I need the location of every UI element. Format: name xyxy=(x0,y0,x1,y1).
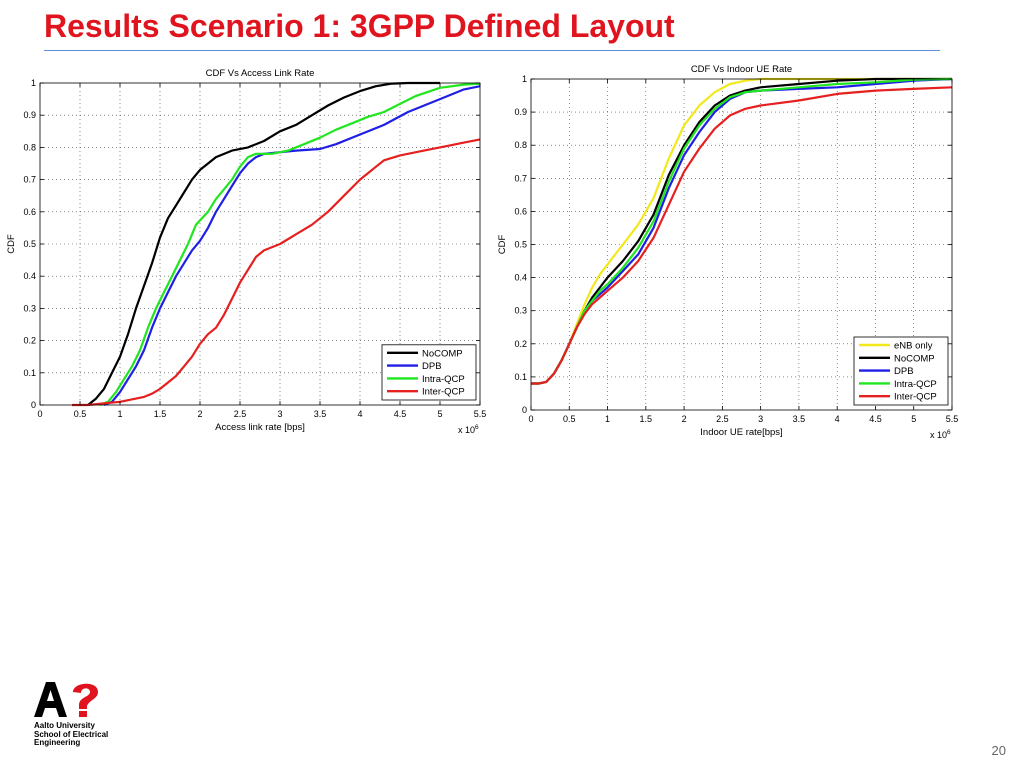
x-tick-label: 0.5 xyxy=(563,414,576,424)
legend-label: NoCOMP xyxy=(422,348,463,359)
logo-line: Aalto University xyxy=(34,721,95,730)
legend-label: Intra-QCP xyxy=(894,379,937,390)
aalto-logo-text: Aalto University School of Electrical En… xyxy=(34,721,144,748)
y-tick-label: 0.8 xyxy=(23,142,36,152)
chart-indoor-ue-rate: 0 0.5 1 1.5 2 2.5 3 3.5 4 4.5 5 5.5 0 0.1 0.2 0.3 0.4 0.5… xyxy=(494,52,964,452)
x-axis-multiplier: x 106 xyxy=(458,424,479,435)
chart-svg: 0 0.5 1 1.5 2 2.5 3 3.5 4 4.5 5 5.5 0 0.1 0.2 0.3 0.4 0.5… xyxy=(497,64,959,440)
page-number: 20 xyxy=(991,743,1006,758)
y-tick-label: 0.1 xyxy=(23,368,36,378)
chart-title: CDF Vs Access Link Rate xyxy=(206,68,315,79)
legend-label: eNB only xyxy=(894,341,933,352)
y-axis-label: CDF xyxy=(6,234,17,254)
x-tick-label: 1 xyxy=(117,409,122,419)
legend-label: DPB xyxy=(422,361,442,372)
y-tick-label: 1 xyxy=(31,78,36,88)
y-tick-label: 0.7 xyxy=(514,173,527,183)
slide-title: Results Scenario 1: 3GPP Defined Layout xyxy=(44,8,675,44)
legend-label: Intra-QCP xyxy=(422,374,465,385)
aalto-logo: Aalto University School of Electrical En… xyxy=(32,680,132,750)
x-axis-label: Access link rate [bps] xyxy=(215,422,305,433)
y-tick-label: 0.6 xyxy=(23,207,36,217)
x-tick-label: 5.5 xyxy=(474,409,487,419)
x-tick-label: 4 xyxy=(357,409,362,419)
y-tick-label: 0.4 xyxy=(23,271,36,281)
x-tick-label: 5 xyxy=(437,409,442,419)
x-tick-label: 3.5 xyxy=(314,409,327,419)
aalto-logo-mark xyxy=(34,682,98,717)
chart-svg: 0 0.5 1 1.5 2 2.5 3 3.5 4 4.5 5 5.5 0 0.1 0.2 0.3 0.4 0.5… xyxy=(6,68,487,435)
x-axis-label: Indoor UE rate[bps] xyxy=(700,427,782,438)
chart-legend: NoCOMP DPB Intra-QCP Inter-QCP xyxy=(381,344,477,401)
x-tick-label: 3 xyxy=(758,414,763,424)
y-tick-label: 1 xyxy=(522,74,527,84)
x-tick-label: 4.5 xyxy=(869,414,882,424)
legend-label: DPB xyxy=(894,366,914,377)
title-divider xyxy=(44,50,940,51)
chart-access-link-rate: 0 0.5 1 1.5 2 2.5 3 3.5 4 4.5 5 5.5 0 0.1 0.2 0.3 0.4 0.5… xyxy=(0,58,490,448)
y-tick-label: 0.8 xyxy=(514,140,527,150)
series-line-intra-qcp xyxy=(99,82,481,407)
legend-label: Inter-QCP xyxy=(894,392,937,403)
x-tick-label: 2.5 xyxy=(234,409,247,419)
y-axis-label: CDF xyxy=(497,235,508,255)
y-tick-label: 0.9 xyxy=(514,107,527,117)
y-tick-label: 0 xyxy=(31,400,36,410)
series-line-inter-qcp xyxy=(72,138,481,407)
y-tick-label: 0.1 xyxy=(514,372,527,382)
x-tick-label: 1.5 xyxy=(640,414,653,424)
y-tick-label: 0.6 xyxy=(514,206,527,216)
legend-label: Inter-QCP xyxy=(422,387,465,398)
x-axis-multiplier: x 106 xyxy=(930,429,951,440)
logo-line: Engineering xyxy=(34,738,81,748)
y-tick-label: 0.4 xyxy=(514,273,527,283)
y-tick-label: 0.2 xyxy=(514,339,527,349)
x-tick-label: 3 xyxy=(277,409,282,419)
y-tick-label: 0.2 xyxy=(23,336,36,346)
y-tick-label: 0.3 xyxy=(23,303,36,313)
y-tick-label: 0.7 xyxy=(23,175,36,185)
y-tick-label: 0.5 xyxy=(514,240,527,250)
x-tick-label: 0 xyxy=(528,414,533,424)
x-tick-label: 2.5 xyxy=(716,414,729,424)
x-tick-label: 1.5 xyxy=(154,409,167,419)
x-tick-label: 0 xyxy=(37,409,42,419)
y-tick-label: 0 xyxy=(522,405,527,415)
x-tick-label: 2 xyxy=(197,409,202,419)
x-tick-label: 3.5 xyxy=(793,414,806,424)
x-tick-label: 4.5 xyxy=(394,409,407,419)
series-line-nocomp xyxy=(87,81,440,406)
logo-line: School of Electrical xyxy=(34,729,109,739)
series-line-dpb xyxy=(103,85,481,407)
x-tick-label: 2 xyxy=(682,414,687,424)
x-tick-label: 5 xyxy=(911,414,916,424)
y-tick-label: 0.3 xyxy=(514,306,527,316)
x-tick-label: 1 xyxy=(605,414,610,424)
y-tick-label: 0.9 xyxy=(23,110,36,120)
x-tick-label: 0.5 xyxy=(74,409,87,419)
y-tick-label: 0.5 xyxy=(23,239,36,249)
series-line-inter-qcp xyxy=(531,86,953,385)
chart-title: CDF Vs Indoor UE Rate xyxy=(691,64,792,75)
x-tick-label: 4 xyxy=(835,414,840,424)
legend-label: NoCOMP xyxy=(894,353,935,364)
x-tick-label: 5.5 xyxy=(946,414,959,424)
